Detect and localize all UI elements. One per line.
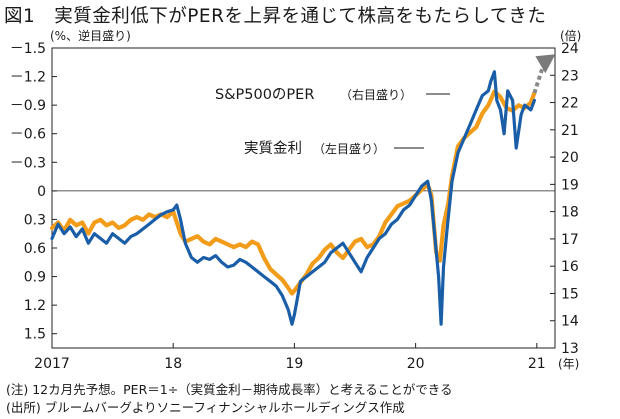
series-line-per (49, 89, 537, 296)
left-axis-unit: (%、逆目盛り) (50, 29, 131, 43)
x-tick-label: 2017 (34, 356, 70, 372)
annotation-per-sub: （右目盛り） (340, 87, 412, 102)
footnote: (注) 12カ月先予想。PER＝1÷（実質金利－期待成長率）と考えることができる (6, 382, 453, 397)
right-axis-unit: (倍) (560, 29, 582, 43)
left-tick-label: －1.2 (10, 70, 46, 86)
right-tick-label: 23 (561, 68, 579, 84)
left-tick-label: －0.3 (10, 155, 46, 171)
left-tick-label: 1.5 (24, 327, 46, 343)
right-tick-label: 24 (561, 41, 579, 57)
series-line-real_rate (50, 70, 536, 326)
right-tick-label: 20 (561, 150, 579, 166)
x-tick-label: 19 (285, 356, 303, 372)
arrow-head (535, 54, 556, 74)
left-tick-label: －0.6 (10, 127, 46, 143)
left-tick-label: 0.6 (24, 241, 46, 257)
right-tick-label: 15 (561, 286, 579, 302)
left-tick-label: 0.3 (24, 212, 46, 228)
right-tick-label: 14 (561, 314, 579, 330)
left-tick-label: 1.2 (24, 298, 46, 314)
right-tick-label: 17 (561, 232, 579, 248)
right-tick-label: 21 (561, 123, 579, 139)
figure-title: 図1 実質金利低下がPERを上昇を通じて株高をもたらしてきた (4, 6, 547, 27)
right-tick-label: 22 (561, 96, 579, 112)
left-tick-label: －0.9 (10, 98, 46, 114)
source-note: (出所) ブルームバーグよりソニーフィナンシャルホールディングス作成 (6, 400, 405, 415)
annotation-rate-label: 実質金利 (244, 139, 302, 157)
right-tick-label: 19 (561, 177, 579, 193)
right-tick-label: 16 (561, 259, 579, 275)
plot-frame (51, 47, 556, 349)
left-tick-label: －1.5 (10, 41, 46, 57)
right-tick-label: 13 (561, 341, 579, 357)
x-axis-unit: (年) (558, 357, 579, 371)
annotation-per-label: S&P500のPER (215, 87, 314, 103)
arrow-line (532, 64, 546, 94)
annotation-rate-sub: （左目盛り） (313, 141, 385, 156)
left-tick-label: 0.9 (24, 270, 46, 286)
right-tick-label: 18 (561, 205, 579, 221)
x-tick-label: 21 (528, 356, 546, 372)
x-tick-label: 20 (407, 356, 425, 372)
x-tick-label: 18 (164, 356, 182, 372)
left-tick-label: 0 (37, 184, 46, 200)
